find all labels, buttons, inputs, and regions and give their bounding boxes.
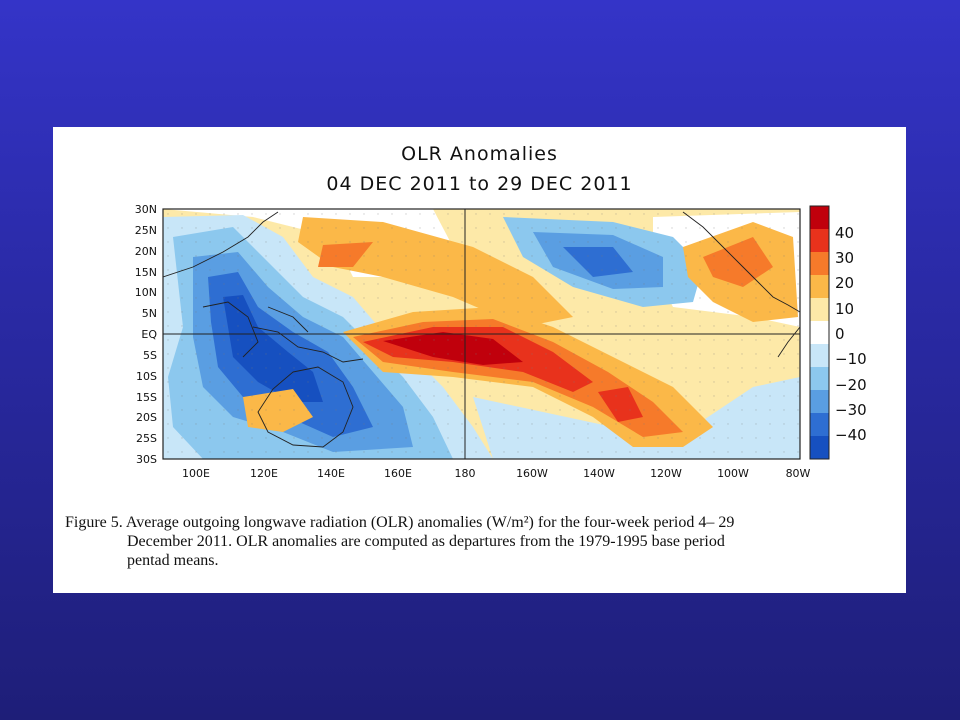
lat-label: 25S [136,432,157,445]
longitude-axis: 100E 120E 140E 160E 180 160W 140W 120W 1… [182,467,811,480]
colorbar-swatch [810,321,829,345]
colorbar-label: −20 [835,376,867,394]
anomaly-field [163,209,800,459]
lat-label: 5N [142,307,157,320]
colorbar-swatch [810,275,829,299]
lon-label: 80W [786,467,811,480]
lon-label: 180 [455,467,476,480]
lon-label: 120E [250,467,278,480]
colorbar-label: −30 [835,401,867,419]
colorbar-frame [809,205,830,460]
lat-label: 5S [143,349,157,362]
colorbar-swatch [810,390,829,414]
lon-label: 160E [384,467,412,480]
lat-label: 30S [136,453,157,466]
latitude-axis: 30N 25N 20N 15N 10N 5N EQ 5S 10S 15S 20S… [135,203,158,466]
colorbar-swatch [810,367,829,391]
colorbar-label: 0 [835,325,845,343]
lon-label: 120W [650,467,682,480]
lon-label: 140E [317,467,345,480]
colorbar-label: 30 [835,249,854,267]
lat-label: 10S [136,370,157,383]
colorbar-label: 20 [835,274,854,292]
caption-line: Figure 5. Average outgoing longwave radi… [65,514,735,531]
lon-label: 160W [516,467,548,480]
caption-line: pentad means. [127,552,219,569]
figure-caption: Figure 5. Average outgoing longwave radi… [65,513,895,570]
lat-label: 10N [135,286,157,299]
colorbar-label: 10 [835,300,854,318]
map-date-range: 04 DEC 2011 to 29 DEC 2011 [326,173,633,195]
lat-label: 15N [135,266,157,279]
colorbar [810,206,829,460]
colorbar-label: −40 [835,426,867,444]
lat-label: 20N [135,245,157,258]
lat-label: 25N [135,224,157,237]
colorbar-swatch [810,206,829,230]
lat-label: 20S [136,411,157,424]
lat-label: 15S [136,391,157,404]
lon-label: 100W [717,467,749,480]
colorbar-label: −10 [835,350,867,368]
colorbar-swatch [810,344,829,368]
lat-label: 30N [135,203,157,216]
colorbar-swatch [810,229,829,253]
colorbar-swatch [810,413,829,437]
map-frame [162,208,801,460]
colorbar-labels: 40 30 20 10 0 −10 −20 −30 −40 [835,224,867,444]
map-title: OLR Anomalies [401,143,558,165]
lon-label: 140W [583,467,615,480]
colorbar-label: 40 [835,224,854,242]
colorbar-swatch [810,252,829,276]
colorbar-swatch [810,436,829,460]
lon-label: 100E [182,467,210,480]
figure-panel: OLR Anomalies 04 DEC 2011 to 29 DEC 2011 [53,127,906,593]
colorbar-swatch [810,298,829,322]
lat-label: EQ [141,328,157,341]
caption-line: December 2011. OLR anomalies are compute… [127,533,725,550]
olr-anomaly-map: 30N 25N 20N 15N 10N 5N EQ 5S 10S 15S 20S… [135,203,867,480]
